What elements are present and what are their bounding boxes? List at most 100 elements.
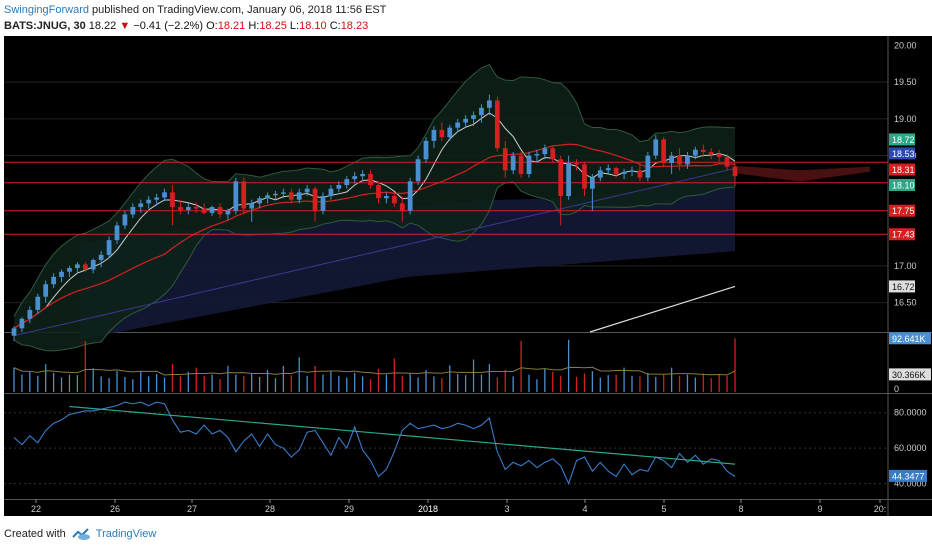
candle-body bbox=[122, 214, 128, 226]
rsi-tick-label: 80.0000 bbox=[894, 408, 927, 418]
candle-body bbox=[233, 181, 239, 211]
candle-body bbox=[312, 188, 318, 211]
bollinger-upper bbox=[13, 64, 736, 317]
candle-body bbox=[590, 177, 595, 189]
candle-body bbox=[510, 155, 516, 171]
candle-body bbox=[19, 318, 25, 329]
candle-body bbox=[724, 157, 730, 167]
candle-body bbox=[265, 195, 270, 199]
price-label: 18.10 bbox=[892, 181, 915, 191]
candle-body bbox=[685, 155, 690, 165]
candle-body bbox=[43, 284, 49, 297]
candle-body bbox=[217, 207, 223, 215]
candle-body bbox=[597, 170, 603, 178]
price-tick-label: 17.00 bbox=[894, 261, 917, 271]
price-label-box bbox=[889, 179, 915, 191]
price-tick-label: 16.50 bbox=[894, 298, 917, 308]
fast-ma-line bbox=[13, 112, 736, 329]
candle-body bbox=[621, 171, 627, 174]
tradingview-logo-icon[interactable] bbox=[72, 528, 90, 540]
candle-body bbox=[661, 139, 667, 163]
price-chart[interactable]: 20.0019.5019.0018.5017.0016.5018.7218.53… bbox=[0, 36, 932, 520]
candle-body bbox=[494, 100, 500, 149]
x-tick-label: 29 bbox=[344, 504, 354, 514]
candle-body bbox=[550, 148, 556, 160]
symbol-line: BATS:JNUG, 30 18.22 ▼ −0.41 (−2.2%) O:18… bbox=[4, 20, 368, 32]
x-tick-label: 4 bbox=[582, 504, 587, 514]
candle-body bbox=[732, 166, 738, 177]
candle-body bbox=[241, 181, 247, 209]
last-price: 18.22 bbox=[88, 20, 117, 32]
tradingview-brand[interactable]: TradingView bbox=[95, 528, 157, 540]
candle-body bbox=[368, 173, 373, 185]
candle-body bbox=[542, 148, 548, 155]
price-label: 18.53 bbox=[892, 149, 915, 159]
candle-body bbox=[669, 155, 674, 163]
footer: Created with TradingView bbox=[4, 528, 156, 540]
candle-body bbox=[51, 276, 56, 285]
projected-cloud bbox=[735, 165, 870, 182]
rsi-tick-label: 40.0000 bbox=[894, 479, 927, 489]
change-value: −0.41 (−2.2%) bbox=[133, 20, 204, 32]
x-tick-label: 26 bbox=[110, 504, 120, 514]
ichimoku-cloud bbox=[80, 174, 735, 340]
candle-body bbox=[487, 100, 492, 108]
publish-info: published on TradingView.com, January 06… bbox=[92, 4, 387, 16]
candle-body bbox=[479, 107, 484, 116]
candle-body bbox=[336, 185, 342, 189]
open-value: 18.21 bbox=[217, 20, 246, 32]
candle-body bbox=[399, 203, 405, 211]
candle-body bbox=[320, 196, 326, 211]
low-value: 18.10 bbox=[299, 20, 327, 32]
candle-body bbox=[384, 196, 389, 199]
candle-body bbox=[415, 159, 421, 182]
x-tick-label: 8 bbox=[738, 504, 743, 514]
close-value: 18.23 bbox=[340, 20, 369, 32]
candle-body bbox=[708, 151, 714, 155]
candle-body bbox=[154, 197, 159, 200]
candle-body bbox=[288, 192, 294, 200]
bollinger-lower bbox=[13, 181, 736, 352]
price-label-box bbox=[889, 280, 915, 293]
candle-body bbox=[304, 188, 310, 193]
high-value: 18.25 bbox=[259, 20, 287, 32]
candle-body bbox=[225, 210, 231, 215]
candle-body bbox=[526, 155, 532, 174]
candle-body bbox=[67, 268, 72, 272]
candle-body bbox=[59, 271, 64, 277]
candle-body bbox=[162, 192, 167, 198]
candle-body bbox=[114, 225, 120, 241]
slow-ma-line bbox=[13, 143, 736, 329]
candle-body bbox=[558, 159, 564, 197]
candle-body bbox=[352, 176, 358, 180]
candle-body bbox=[344, 179, 350, 185]
rsi-value-label: 44.3477 bbox=[892, 471, 925, 481]
candle-body bbox=[249, 203, 255, 209]
candle-body bbox=[360, 173, 365, 177]
price-label-box bbox=[889, 147, 915, 160]
candle-body bbox=[138, 203, 144, 208]
symbol-name: BATS:JNUG, 30 bbox=[4, 20, 86, 32]
rsi-tick-label: 60.0000 bbox=[894, 443, 927, 453]
candle-body bbox=[391, 196, 397, 204]
candle-body bbox=[82, 264, 88, 270]
price-label: 17.75 bbox=[892, 206, 915, 216]
candle-body bbox=[502, 148, 508, 171]
author-link[interactable]: SwingingForward bbox=[4, 4, 89, 16]
candle-body bbox=[645, 155, 651, 178]
candle-body bbox=[209, 207, 215, 213]
rsi-trendline bbox=[69, 405, 736, 465]
rsi-line bbox=[13, 401, 736, 486]
price-label: 18.31 bbox=[892, 165, 915, 175]
candle-body bbox=[431, 129, 437, 141]
x-tick-label: 9 bbox=[817, 504, 822, 514]
volume-label-top: 92.641K bbox=[892, 334, 926, 344]
candle-body bbox=[463, 118, 468, 123]
candle-body bbox=[201, 208, 207, 213]
candle-body bbox=[447, 127, 453, 138]
long-ma-line bbox=[13, 167, 736, 337]
candle-body bbox=[574, 162, 579, 165]
candle-body bbox=[328, 188, 334, 197]
candle-body bbox=[130, 207, 136, 215]
candle-body bbox=[605, 168, 611, 171]
